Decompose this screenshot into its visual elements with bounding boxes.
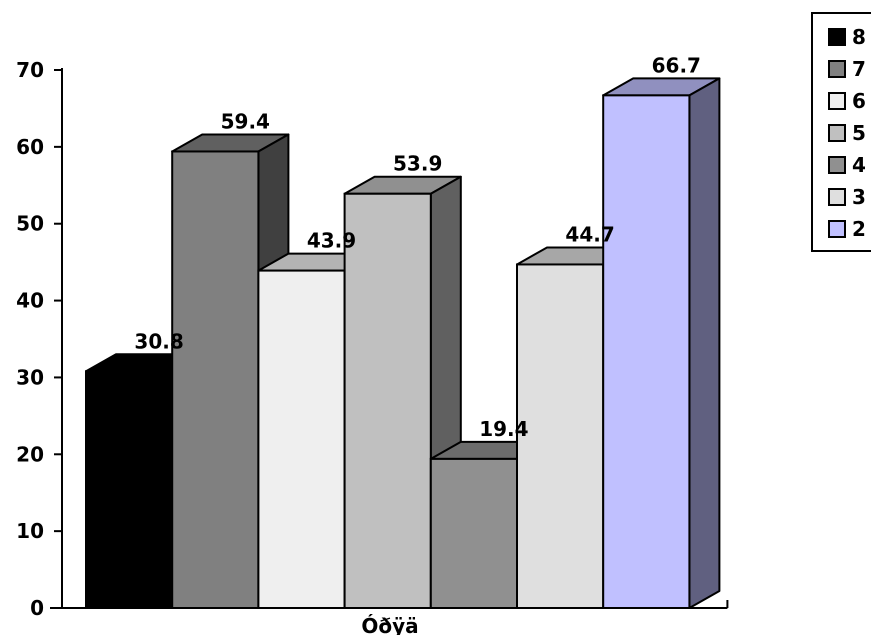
legend-swatch-6 — [828, 92, 846, 110]
data-label-series-6: 43.9 — [307, 229, 356, 253]
legend: 8 7 6 5 4 3 2 — [811, 12, 871, 252]
x-category-label: Óðÿä — [361, 614, 418, 635]
legend-label-3: 3 — [852, 185, 866, 209]
y-tick-label: 50 — [16, 212, 44, 236]
bar-series-5 — [343, 175, 462, 610]
bar-side-face — [688, 77, 721, 609]
y-tick-label: 10 — [16, 519, 44, 543]
y-tick-label: 30 — [16, 365, 44, 389]
bar-series-2 — [602, 77, 721, 609]
y-tick-label: 70 — [16, 58, 44, 82]
bars-layer — [85, 77, 721, 610]
y-ticks-layer: 0 10 20 30 40 50 60 70 — [16, 58, 62, 620]
y-tick-label: 40 — [16, 289, 44, 313]
data-label-series-7: 59.4 — [221, 109, 270, 133]
legend-swatch-8 — [828, 28, 846, 46]
legend-swatch-4 — [828, 156, 846, 174]
legend-label-2: 2 — [852, 217, 866, 241]
data-label-series-3: 44.7 — [565, 222, 614, 246]
bar-front-face — [171, 150, 260, 609]
y-tick-label: 20 — [16, 442, 44, 466]
axes-layer — [50, 68, 729, 609]
legend-swatch-7 — [828, 60, 846, 78]
legend-label-5: 5 — [852, 121, 866, 145]
bar-front-face — [257, 269, 346, 609]
bar-front-face — [516, 263, 605, 609]
legend-label-6: 6 — [852, 89, 866, 113]
bar-front-face — [602, 94, 691, 609]
legend-swatch-3 — [828, 188, 846, 206]
legend-label-8: 8 — [852, 25, 866, 49]
y-tick-label: 0 — [30, 596, 44, 620]
legend-label-7: 7 — [852, 57, 866, 81]
legend-swatch-5 — [828, 124, 846, 142]
data-label-series-2: 66.7 — [652, 53, 701, 77]
data-label-series-8: 30.8 — [134, 329, 183, 353]
data-labels-layer: Óðÿä 30.8 59.4 43.9 53.9 19.4 44.7 66.7 — [134, 53, 701, 635]
legend-label-4: 4 — [852, 153, 866, 177]
bar-front-face — [429, 457, 518, 610]
data-label-series-5: 53.9 — [393, 152, 442, 176]
y-tick-label: 60 — [16, 135, 44, 159]
bar-front-face — [343, 192, 432, 610]
legend-swatch-2 — [828, 220, 846, 238]
bar-front-face — [85, 370, 174, 609]
data-label-series-4: 19.4 — [479, 417, 528, 441]
